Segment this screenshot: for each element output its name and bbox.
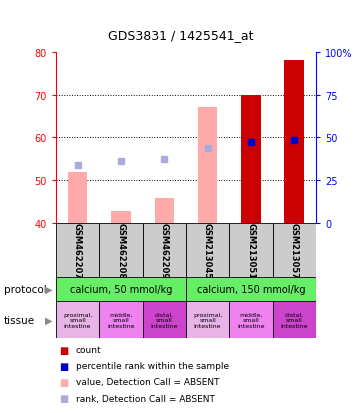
Text: middle,
small
intestine: middle, small intestine [107, 312, 135, 328]
Text: distal,
small
intestine: distal, small intestine [280, 312, 308, 328]
Text: GDS3831 / 1425541_at: GDS3831 / 1425541_at [108, 29, 253, 42]
Text: GSM462209: GSM462209 [160, 223, 169, 279]
Bar [186, 301, 229, 339]
Text: ■: ■ [60, 361, 69, 371]
Bar [111, 211, 131, 224]
Text: GSM462207: GSM462207 [73, 223, 82, 279]
Bar [186, 224, 229, 278]
Bar [284, 61, 304, 224]
Text: tissue: tissue [4, 315, 35, 325]
Text: percentile rank within the sample: percentile rank within the sample [76, 361, 229, 370]
Bar [143, 301, 186, 339]
Text: GSM213051: GSM213051 [247, 223, 255, 279]
Text: protocol: protocol [4, 285, 46, 294]
Text: calcium, 150 mmol/kg: calcium, 150 mmol/kg [197, 285, 305, 294]
Text: ▶: ▶ [45, 315, 52, 325]
Text: middle,
small
intestine: middle, small intestine [237, 312, 265, 328]
Bar [143, 224, 186, 278]
Bar [155, 198, 174, 224]
Text: proximal,
small
intestine: proximal, small intestine [193, 312, 222, 328]
Text: ▶: ▶ [45, 285, 52, 294]
Bar [56, 301, 99, 339]
Text: calcium, 50 mmol/kg: calcium, 50 mmol/kg [70, 285, 172, 294]
Bar [273, 224, 316, 278]
Bar [229, 301, 273, 339]
Text: count: count [76, 345, 101, 354]
Text: ■: ■ [60, 345, 69, 355]
Bar [186, 278, 316, 301]
Bar [198, 108, 217, 224]
Text: proximal,
small
intestine: proximal, small intestine [63, 312, 92, 328]
Text: value, Detection Call = ABSENT: value, Detection Call = ABSENT [76, 377, 219, 387]
Bar [56, 278, 186, 301]
Text: GSM213057: GSM213057 [290, 223, 299, 279]
Bar [273, 301, 316, 339]
Text: GSM462208: GSM462208 [117, 223, 125, 279]
Text: ■: ■ [60, 377, 69, 387]
Bar [99, 224, 143, 278]
Bar [229, 224, 273, 278]
Bar [99, 301, 143, 339]
Bar [56, 224, 99, 278]
Bar [68, 173, 87, 224]
Text: ■: ■ [60, 393, 69, 403]
Bar [241, 95, 261, 224]
Text: GSM213045: GSM213045 [203, 223, 212, 279]
Text: rank, Detection Call = ABSENT: rank, Detection Call = ABSENT [76, 394, 215, 403]
Text: distal,
small
intestine: distal, small intestine [151, 312, 178, 328]
